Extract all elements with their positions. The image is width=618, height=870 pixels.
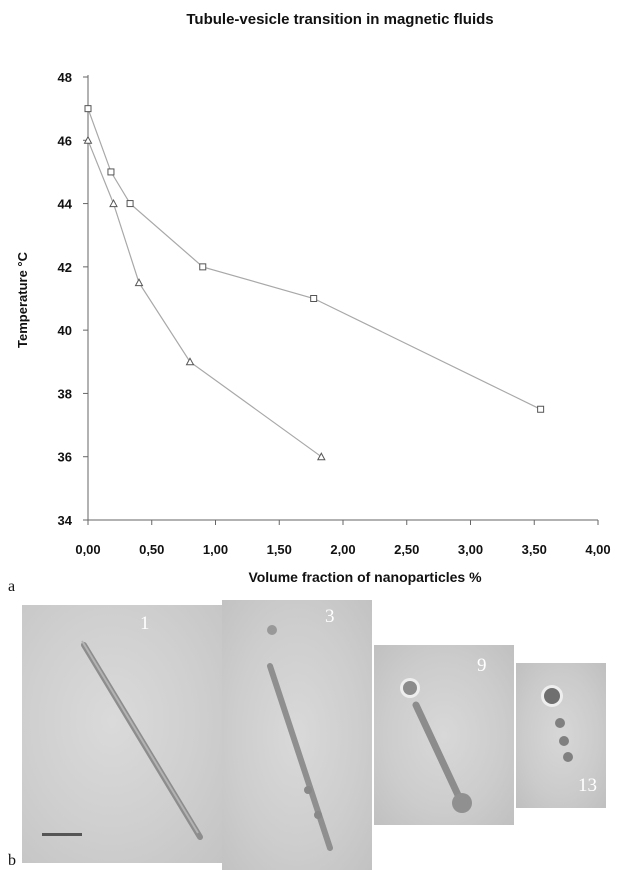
x-tick-label: 3,00 <box>458 542 483 557</box>
y-tick-label: 36 <box>58 450 72 465</box>
x-tick-label: 0,50 <box>139 542 164 557</box>
chart-series-markers <box>83 105 545 461</box>
x-tick-label: 3,50 <box>522 542 547 557</box>
tubule-shape <box>541 685 573 762</box>
data-point-square <box>107 168 115 176</box>
data-point-square <box>126 200 134 208</box>
series-line-1 <box>87 108 541 410</box>
data-point-triangle <box>109 199 118 208</box>
chart: Tubule-vesicle transition in magnetic fl… <box>15 11 611 585</box>
tubule-shape <box>42 640 203 840</box>
y-tick-label: 38 <box>58 386 72 401</box>
series-line-2 <box>87 140 322 458</box>
chart-title: Tubule-vesicle transition in magnetic fl… <box>186 11 493 28</box>
data-point-triangle <box>134 278 144 287</box>
y-tick-label: 46 <box>58 133 72 148</box>
x-tick-label: 2,00 <box>330 542 355 557</box>
photo-number: 9 <box>477 655 487 676</box>
photo-number: 1 <box>140 613 150 634</box>
panel-b-label: b <box>8 852 16 869</box>
chart-axes: 0,00 0,50 1,00 1,50 2,00 2,50 3,00 3,50 4,00 34 36… <box>58 70 611 557</box>
data-point-square <box>537 405 545 413</box>
y-tick-label: 42 <box>58 260 72 275</box>
panel-a-label: a <box>8 578 16 595</box>
y-axis-label: Temperature °C <box>15 251 30 348</box>
micrograph-13: 13 <box>516 663 606 808</box>
data-point-triangle <box>83 135 93 144</box>
photo-number: 3 <box>325 606 335 627</box>
y-tick-label: 34 <box>58 513 73 528</box>
data-point-square <box>310 295 318 302</box>
y-tick-label: 48 <box>58 70 72 85</box>
x-tick-label: 0,00 <box>75 542 100 557</box>
data-point-triangle <box>316 452 326 461</box>
data-point-square <box>199 263 207 271</box>
tubule-shape <box>400 678 472 813</box>
micrograph-9: 9 <box>374 645 514 825</box>
micrograph-1: 1 <box>22 605 222 863</box>
x-tick-label: 1,00 <box>203 542 228 557</box>
tubule-shape <box>267 625 333 851</box>
data-point-triangle <box>185 357 195 366</box>
data-point-square <box>84 105 92 113</box>
x-tick-label: 2,50 <box>394 542 419 557</box>
photo-number: 13 <box>578 775 597 796</box>
x-axis-label: Volume fraction of nanoparticles % <box>248 569 482 585</box>
micrograph-3: 3 <box>222 600 372 870</box>
y-tick-label: 44 <box>58 197 73 212</box>
y-tick-label: 40 <box>58 323 72 338</box>
x-tick-label: 4,00 <box>585 542 610 557</box>
x-tick-label: 1,50 <box>267 542 292 557</box>
chart-series-lines <box>87 108 541 458</box>
